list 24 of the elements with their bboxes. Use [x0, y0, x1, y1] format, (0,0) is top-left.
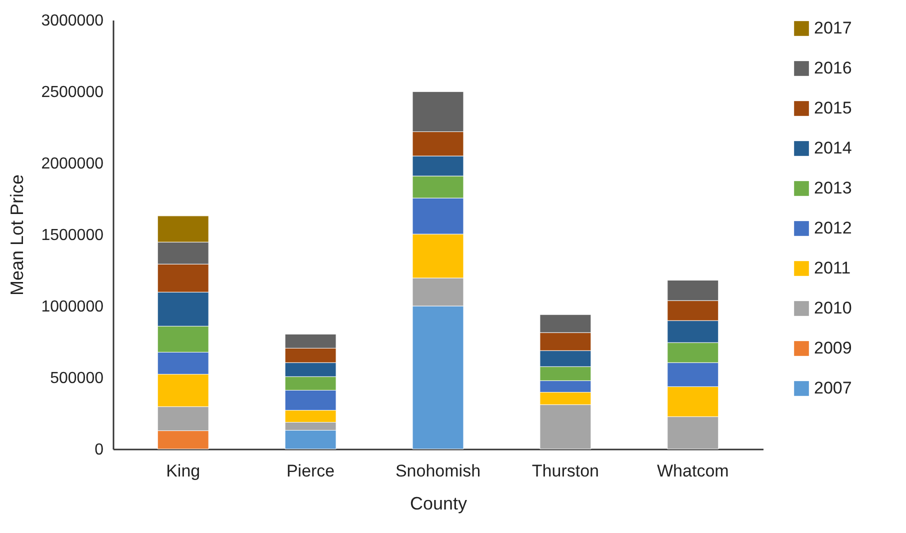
y-tick-label: 2000000 [41, 156, 104, 172]
legend-label: 2010 [814, 298, 852, 318]
y-tick-label: 2500000 [41, 84, 104, 101]
y-tick-label: 1000000 [41, 298, 104, 316]
x-tick-label: Thurston [532, 462, 599, 480]
legend-label: 2011 [814, 258, 851, 278]
legend-label: 2015 [814, 98, 852, 118]
y-tick-label: 500000 [50, 370, 104, 387]
legend-label: 2007 [814, 378, 852, 398]
legend-label: 2016 [814, 58, 852, 78]
legend-label: 2017 [814, 18, 852, 38]
x-tick-label: Pierce [286, 462, 335, 480]
y-axis-title: Mean Lot Price [7, 174, 28, 296]
x-axis-title: County [410, 494, 468, 514]
y-tick-label: 1500000 [41, 227, 104, 244]
x-tick-label: King [166, 462, 200, 480]
legend-label: 2013 [814, 178, 852, 198]
legend-label: 2009 [814, 338, 852, 358]
y-tick-label: 0 [94, 442, 104, 458]
x-tick-label: Snohomish [395, 462, 481, 480]
y-tick-label: 3000000 [41, 12, 104, 30]
legend-label: 2014 [814, 138, 852, 158]
x-tick-label: Whatcom [657, 462, 729, 480]
legend-label: 2012 [814, 218, 852, 238]
